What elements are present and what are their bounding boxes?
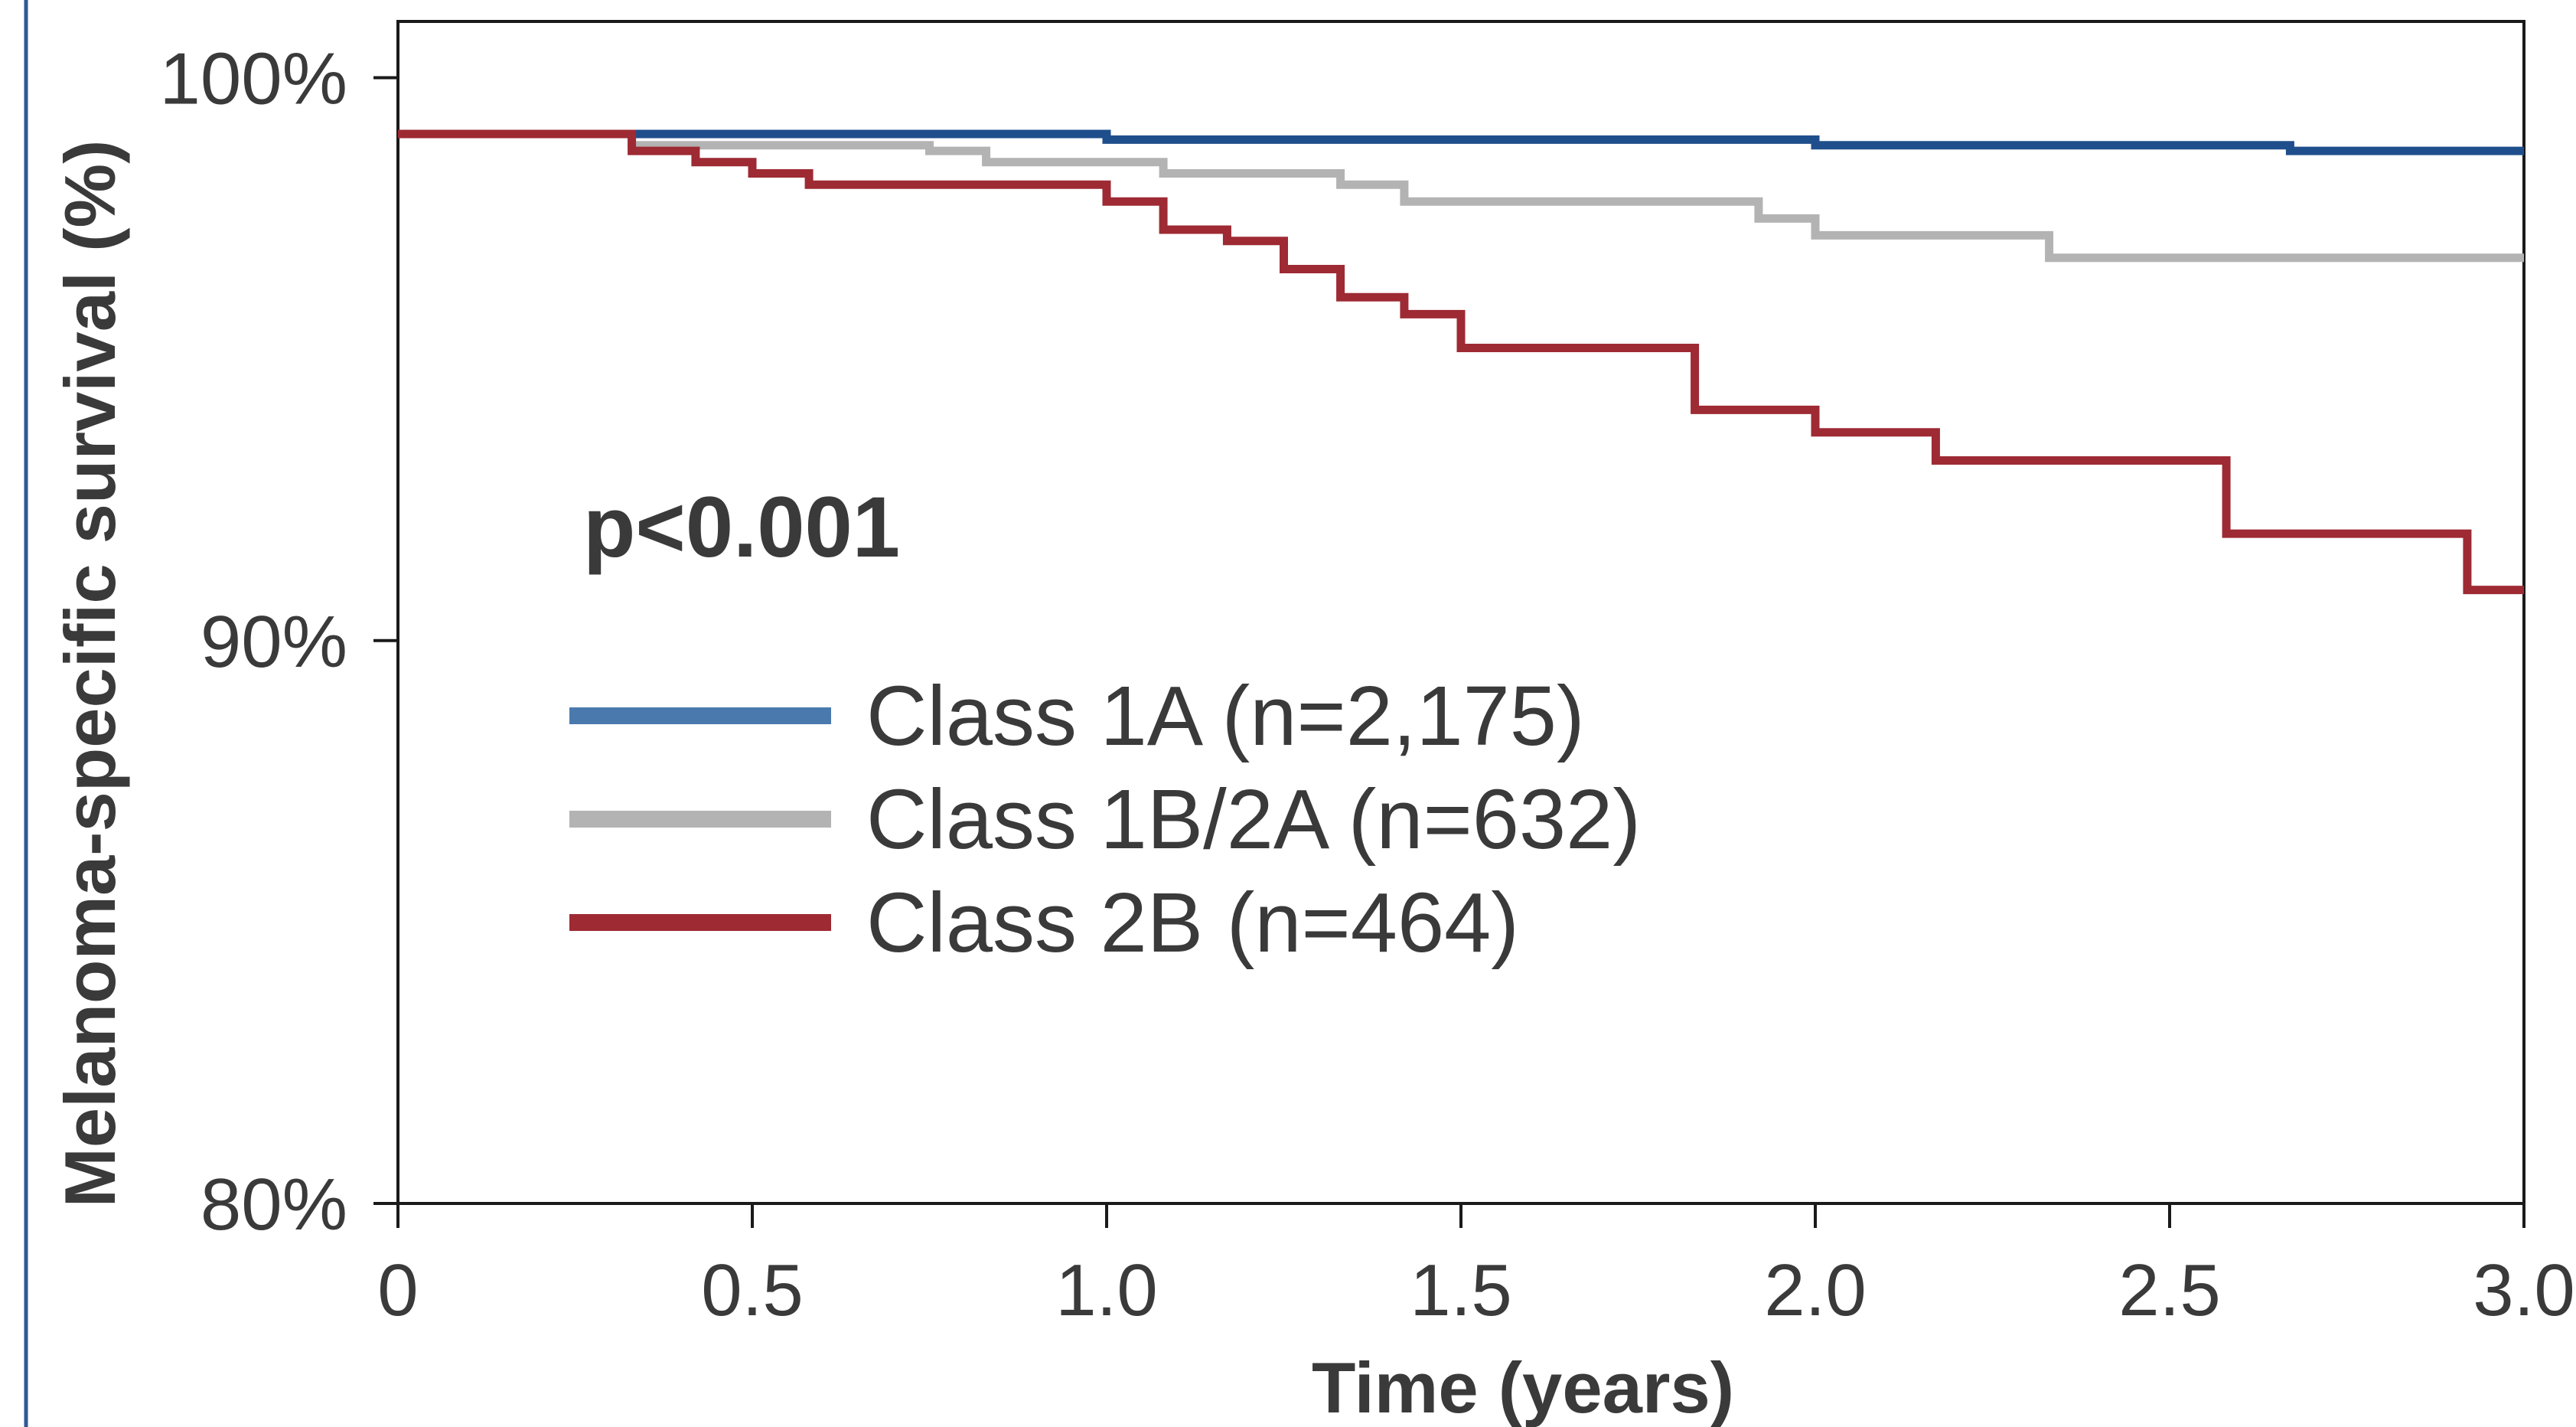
series-line-3 [398,129,2524,595]
x-tick-label: 2.5 [2118,1249,2220,1331]
legend: Class 1A (n=2,175)Class 1B/2A (n=632)Cla… [569,669,1641,970]
x-tick-label: 3.0 [2473,1249,2574,1331]
axes: 80% 90% 100% 0 0.5 1.0 1.5 2.0 2.5 3.0 [159,38,2574,1331]
x-tick-label: 0 [377,1249,418,1331]
y-tick-label: 100% [159,38,347,120]
legend-label: Class 1B/2A (n=632) [866,772,1641,867]
y-tick-label: 80% [201,1164,347,1246]
x-tick-label: 1.5 [1410,1249,1511,1331]
x-tick-label: 1.0 [1055,1249,1157,1331]
series-line-1 [398,129,2524,155]
x-tick-label: 2.0 [1764,1249,1866,1331]
y-axis-title: Melanoma-specific survival (%) [50,140,130,1208]
y-tick-label: 90% [201,601,347,683]
p-value-annotation: p<0.001 [583,479,900,575]
x-tick-label: 0.5 [701,1249,803,1331]
series-line-2 [398,129,2524,263]
legend-label: Class 2B (n=464) [866,876,1519,970]
x-axis-title: Time (years) [1312,1347,1734,1427]
legend-label: Class 1A (n=2,175) [866,669,1585,763]
survival-curves [398,129,2524,595]
